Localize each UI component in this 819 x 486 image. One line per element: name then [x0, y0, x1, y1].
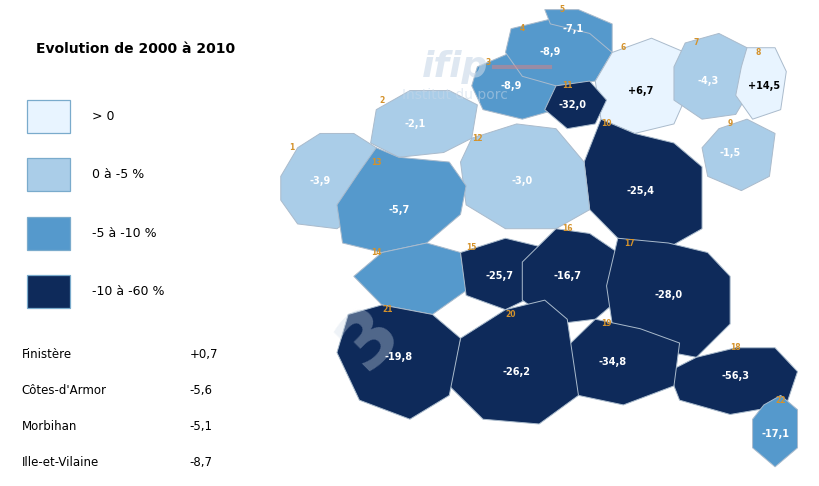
Polygon shape: [460, 238, 544, 310]
Text: 12: 12: [472, 134, 482, 143]
Text: -3,9: -3,9: [309, 176, 330, 186]
Polygon shape: [460, 124, 589, 229]
Text: Institut du porc: Institut du porc: [401, 88, 507, 103]
Text: Côtes-d'Armor: Côtes-d'Armor: [21, 384, 106, 397]
Text: -8,9: -8,9: [539, 48, 560, 57]
Text: +14,5: +14,5: [747, 81, 779, 91]
Text: -4,3: -4,3: [696, 76, 717, 86]
Text: 3: 3: [486, 57, 491, 67]
FancyBboxPatch shape: [27, 275, 70, 308]
Polygon shape: [280, 134, 382, 229]
Polygon shape: [673, 34, 752, 119]
Text: -16,7: -16,7: [553, 271, 581, 281]
Text: 3: 3: [325, 294, 415, 383]
Text: -5 à -10 %: -5 à -10 %: [92, 227, 156, 240]
Polygon shape: [544, 10, 612, 52]
Polygon shape: [505, 19, 612, 86]
Text: -8,9: -8,9: [500, 81, 521, 91]
Text: -56,3: -56,3: [721, 371, 749, 382]
Polygon shape: [701, 119, 774, 191]
Polygon shape: [752, 396, 797, 467]
Text: 4: 4: [519, 24, 524, 33]
Text: Finistère: Finistère: [21, 348, 72, 361]
Text: Ille-et-Vilaine: Ille-et-Vilaine: [21, 456, 99, 469]
Text: 2: 2: [378, 96, 384, 104]
Text: -5,6: -5,6: [189, 384, 212, 397]
Text: 20: 20: [505, 310, 516, 319]
Text: -10 à -60 %: -10 à -60 %: [92, 285, 165, 298]
Polygon shape: [583, 119, 701, 248]
Polygon shape: [667, 348, 797, 415]
Text: 22: 22: [775, 396, 785, 405]
Text: -3,0: -3,0: [511, 176, 532, 186]
Text: -32,0: -32,0: [559, 100, 586, 110]
Polygon shape: [337, 305, 460, 419]
Text: -26,2: -26,2: [502, 366, 530, 377]
Text: 9: 9: [726, 120, 732, 128]
Polygon shape: [544, 81, 606, 129]
Polygon shape: [370, 90, 477, 157]
Text: 17: 17: [623, 239, 634, 247]
FancyBboxPatch shape: [27, 100, 70, 133]
Polygon shape: [735, 48, 785, 119]
Text: > 0: > 0: [92, 110, 115, 123]
Text: -28,0: -28,0: [654, 291, 681, 300]
Text: 15: 15: [466, 243, 477, 252]
Polygon shape: [555, 319, 679, 405]
Text: 7: 7: [693, 38, 699, 48]
Text: -17,1: -17,1: [760, 429, 788, 438]
Text: 10: 10: [600, 120, 611, 128]
Text: -8,7: -8,7: [189, 456, 212, 469]
Text: -5,7: -5,7: [387, 205, 409, 215]
Text: -7,1: -7,1: [562, 24, 583, 34]
Text: +0,7: +0,7: [189, 348, 218, 361]
Polygon shape: [471, 52, 567, 119]
Text: -25,4: -25,4: [626, 186, 654, 195]
Text: Morbihan: Morbihan: [21, 420, 77, 433]
Text: 16: 16: [561, 224, 572, 233]
Polygon shape: [522, 229, 622, 324]
Polygon shape: [353, 243, 465, 314]
Text: 1: 1: [289, 143, 294, 152]
Text: 18: 18: [730, 343, 740, 352]
Text: -1,5: -1,5: [718, 148, 740, 157]
Text: -25,7: -25,7: [485, 271, 514, 281]
Text: -5,1: -5,1: [189, 420, 212, 433]
Text: 19: 19: [600, 319, 611, 329]
Text: 11: 11: [561, 81, 572, 90]
Text: -2,1: -2,1: [405, 119, 426, 129]
Text: -34,8: -34,8: [597, 357, 626, 367]
Text: +6,7: +6,7: [627, 86, 652, 96]
Text: ifip: ifip: [421, 50, 487, 84]
Polygon shape: [595, 38, 690, 134]
Polygon shape: [337, 148, 465, 253]
Text: 21: 21: [382, 305, 392, 314]
FancyBboxPatch shape: [27, 217, 70, 250]
Text: 0 à -5 %: 0 à -5 %: [92, 169, 144, 181]
Text: 14: 14: [370, 248, 381, 257]
Polygon shape: [606, 238, 729, 357]
Polygon shape: [449, 300, 577, 424]
FancyBboxPatch shape: [27, 158, 70, 191]
Text: -19,8: -19,8: [384, 352, 412, 362]
Text: 13: 13: [370, 157, 381, 167]
Text: Evolution de 2000 à 2010: Evolution de 2000 à 2010: [36, 42, 234, 55]
Text: 8: 8: [754, 48, 760, 57]
Text: 5: 5: [559, 5, 563, 14]
Text: 6: 6: [620, 43, 625, 52]
